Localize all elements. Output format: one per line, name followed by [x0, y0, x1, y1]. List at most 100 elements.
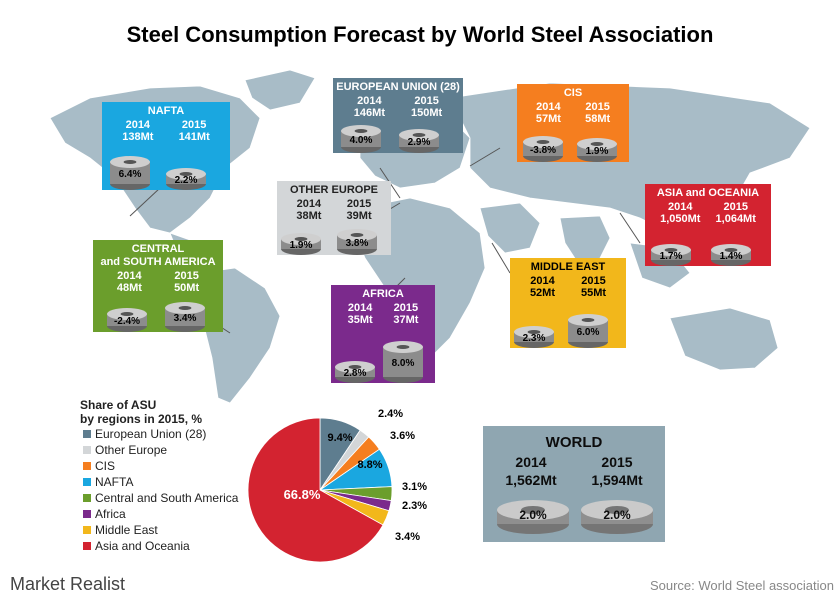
world-title: WORLD: [545, 434, 603, 451]
legend-item: Africa: [83, 506, 238, 522]
region-name: EUROPEAN UNION (28): [336, 81, 460, 93]
map-middle-east: [479, 202, 541, 254]
region-val2: 150Mt: [411, 107, 443, 119]
region-year1: 2014: [125, 119, 151, 131]
region-box-nafta: NAFTA 2014 2015 138Mt 141Mt 6.4% 2.2%: [102, 102, 230, 190]
region-year1: 2014: [668, 201, 693, 213]
legend-swatch: [83, 542, 91, 550]
region-name: CENTRAL: [131, 243, 185, 255]
region-name: ASIA and OCEANIA: [656, 187, 760, 199]
region-year1: 2014: [347, 302, 373, 314]
region-growth-g1: 2.8%: [344, 368, 367, 379]
world-val-2014: 1,562Mt: [505, 472, 557, 488]
region-year2: 2015: [346, 198, 372, 210]
region-growth-g1: -3.8%: [530, 145, 556, 156]
region-box-asia: ASIA and OCEANIA 2014 2015 1,050Mt 1,064Mt 1.…: [645, 184, 771, 266]
region-disks: -2.4% 3.4%: [107, 302, 205, 332]
region-year1: 2014: [357, 95, 382, 107]
legend-label: Africa: [95, 507, 126, 521]
region-name: AFRICA: [362, 288, 404, 300]
map-greenland: [244, 69, 316, 111]
region-year1: 2014: [117, 270, 142, 282]
region-val1: 52Mt: [529, 287, 555, 299]
pointer-middle-east: [491, 242, 511, 274]
legend-label: NAFTA: [95, 475, 134, 489]
growth-disk: [523, 136, 563, 162]
region-growth-g2: 6.0%: [577, 327, 600, 338]
region-box-cis: CIS 2014 2015 57Mt 58Mt -3.8% 1.9%: [517, 84, 629, 162]
region-growth-g2: 1.4%: [720, 251, 743, 262]
pie-label: 3.6%: [390, 430, 415, 442]
legend-swatch: [83, 494, 91, 502]
region-growth-g1: 6.4%: [119, 169, 142, 180]
region-name: CIS: [563, 87, 583, 99]
legend-swatch: [83, 430, 91, 438]
brand-logo: Market Realist: [10, 574, 126, 594]
world-year-2014: 2014: [515, 454, 547, 470]
region-val1: 48Mt: [116, 282, 142, 294]
legend-label: Central and South America: [95, 491, 239, 505]
region-val1: 1,050Mt: [660, 213, 701, 225]
region-year2: 2015: [585, 101, 610, 113]
region-disks: -3.8% 1.9%: [523, 136, 617, 162]
region-growth-g1: 4.0%: [350, 135, 373, 146]
pie-label: 3.4%: [395, 531, 420, 543]
legend-item: Asia and Oceania: [83, 538, 238, 554]
region-year2: 2015: [581, 275, 606, 287]
legend-swatch: [83, 462, 91, 470]
region-year1: 2014: [530, 275, 555, 287]
region-growth-g1: 1.7%: [660, 251, 683, 262]
region-growth-g2: 2.2%: [175, 175, 198, 186]
region-box-africa: AFRICA 2014 2015 35Mt 37Mt 2.8% 8.0%: [331, 285, 435, 383]
world-box: WORLD 2014 2015 1,562Mt 1,594Mt 2.0% 2.0…: [483, 426, 665, 542]
world-disks: 2.0% 2.0%: [497, 500, 653, 534]
region-val2: 37Mt: [393, 314, 419, 326]
region-year2: 2015: [393, 302, 419, 314]
pie-slice: [247, 417, 384, 563]
region-val1: 146Mt: [353, 107, 385, 119]
region-box-csa: CENTRAL and SOUTH AMERICA 2014 2015 48Mt 50Mt…: [93, 240, 223, 332]
legend-item: Middle East: [83, 522, 238, 538]
region-val2: 55Mt: [580, 287, 607, 299]
legend-item: Central and South America: [83, 490, 238, 506]
pie-chart: 9.4% 2.4% 3.6% 8.8% 3.1% 2.3% 3.4% 66.8%: [247, 408, 427, 563]
legend-label: CIS: [95, 459, 116, 473]
legend-swatch: [83, 510, 91, 518]
region-growth-g2: 1.9%: [586, 146, 609, 157]
pie-label: 2.3%: [402, 500, 427, 512]
region-year2: 2015: [174, 270, 199, 282]
region-growth-g1: 2.3%: [523, 333, 546, 344]
page-title: Steel Consumption Forecast by World Stee…: [126, 22, 714, 47]
region-name-line2: and SOUTH AMERICA: [100, 256, 216, 268]
growth-disk: [577, 138, 617, 162]
region-growth-g1: -2.4%: [114, 316, 140, 327]
pointer-asia: [619, 212, 641, 244]
region-name: MIDDLE EAST: [530, 261, 606, 273]
region-year1: 2014: [536, 101, 561, 113]
legend-label: European Union (28): [95, 427, 207, 441]
world-disk-2015: [581, 500, 653, 534]
region-val1: 138Mt: [122, 131, 154, 143]
region-val2: 1,064Mt: [715, 213, 756, 225]
region-val1: 35Mt: [347, 314, 373, 326]
pie-label: 8.8%: [357, 459, 382, 471]
legend-label: Other Europe: [95, 443, 168, 457]
growth-disk: [399, 129, 439, 153]
source-note: Source: World Steel association: [649, 578, 834, 593]
world-disk-2014: [497, 500, 569, 534]
region-disks: 2.8% 8.0%: [335, 341, 423, 383]
growth-disk: [337, 229, 377, 255]
region-val1: 57Mt: [535, 113, 561, 125]
world-year-2015: 2015: [601, 454, 633, 470]
growth-disk: [281, 233, 321, 255]
pie-label: 9.4%: [327, 432, 352, 444]
region-val2: 50Mt: [174, 282, 200, 294]
region-disks: 1.7% 1.4%: [651, 244, 751, 266]
region-year2: 2015: [723, 201, 748, 213]
world-val-2015: 1,594Mt: [591, 472, 643, 488]
region-name: NAFTA: [147, 105, 185, 117]
growth-disk: [383, 341, 423, 383]
region-growth-g2: 8.0%: [392, 358, 415, 369]
growth-disk: [514, 326, 554, 348]
world-growth-2015: 2.0%: [603, 508, 631, 522]
